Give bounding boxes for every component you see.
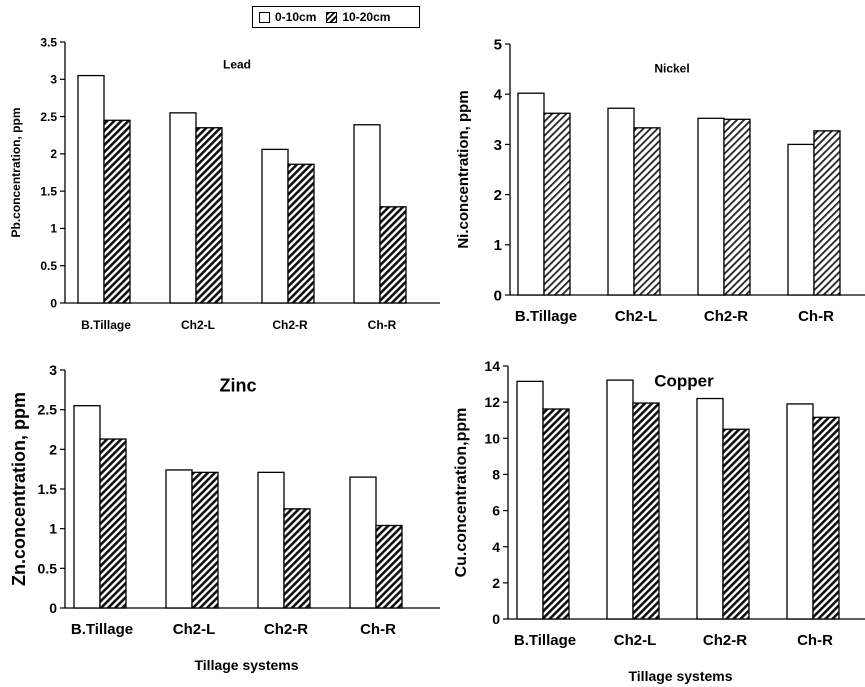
legend-label-10-20cm: 10-20cm xyxy=(342,10,391,24)
y-tick-label: 3 xyxy=(494,137,502,154)
bar-10-20cm-ch2-r xyxy=(722,428,750,620)
bar-10-20cm-ch2-l xyxy=(191,471,219,609)
y-tick-label: 2 xyxy=(492,575,500,591)
x-axis-title: Tillage systems xyxy=(628,668,732,684)
bar-10-20cm-b-tillage xyxy=(542,408,570,620)
y-tick-label: 3 xyxy=(50,73,57,87)
y-tick-label: 1 xyxy=(494,237,502,254)
y-tick-label: 0.5 xyxy=(40,259,57,273)
bar-0-10cm-ch2-r xyxy=(257,471,285,609)
y-tick-label: 3.5 xyxy=(40,35,57,49)
x-tick-label: Ch2-R xyxy=(703,632,747,649)
y-tick-label: 4 xyxy=(494,87,503,104)
x-axis-title: Tillage systems xyxy=(194,657,298,673)
bar-10-20cm-ch2-l xyxy=(633,127,661,296)
y-tick-label: 0.5 xyxy=(38,560,58,576)
y-tick-label: 0 xyxy=(50,296,57,310)
x-tick-label: B.Tillage xyxy=(515,308,577,325)
bar-0-10cm-b-tillage xyxy=(517,92,545,296)
bar-10-20cm-ch-r xyxy=(379,206,407,304)
y-tick-label: 6 xyxy=(492,503,500,519)
y-tick-label: 3 xyxy=(49,362,57,378)
bar-10-20cm-ch2-r xyxy=(723,118,751,296)
legend-item-10-20cm: 10-20cm xyxy=(326,10,390,24)
bar-0-10cm-ch-r xyxy=(787,143,815,296)
y-tick-label: 2 xyxy=(50,147,57,161)
bar-0-10cm-ch2-l xyxy=(606,379,634,620)
bar-10-20cm-b-tillage xyxy=(103,119,131,304)
x-tick-label: B.Tillage xyxy=(81,318,131,332)
x-tick-label: Ch-R xyxy=(798,308,834,325)
y-tick-label: 1 xyxy=(50,222,57,236)
bar-10-20cm-ch-r xyxy=(813,130,841,296)
x-tick-label: Ch2-L xyxy=(181,318,215,332)
y-tick-label: 0 xyxy=(492,611,500,627)
y-axis-title: Pb.concentration, ppm xyxy=(9,107,23,237)
y-tick-label: 2.5 xyxy=(38,402,58,418)
y-tick-label: 1.5 xyxy=(40,184,57,198)
x-tick-label: Ch2-L xyxy=(614,632,657,649)
y-tick-label: 4 xyxy=(492,539,500,555)
bar-10-20cm-ch-r xyxy=(375,524,403,609)
y-tick-label: 14 xyxy=(484,358,500,374)
y-tick-label: 0 xyxy=(494,287,502,304)
legend: 0-10cm 10-20cm xyxy=(252,6,420,28)
bar-0-10cm-ch-r xyxy=(353,124,381,304)
bar-10-20cm-b-tillage xyxy=(99,438,127,609)
bar-10-20cm-ch2-r xyxy=(287,163,315,304)
bar-10-20cm-b-tillage xyxy=(543,112,571,296)
chart-title: Zinc xyxy=(219,375,256,395)
x-tick-label: B.Tillage xyxy=(514,632,576,649)
y-tick-label: 1 xyxy=(49,521,57,537)
bar-0-10cm-ch-r xyxy=(349,476,377,609)
x-tick-label: Ch-R xyxy=(797,632,833,649)
bar-0-10cm-ch2-r xyxy=(261,148,289,304)
y-tick-label: 1.5 xyxy=(38,481,58,497)
y-tick-label: 12 xyxy=(484,394,500,410)
y-axis-title: Cu.concentration,ppm xyxy=(453,408,470,578)
bar-0-10cm-ch-r xyxy=(786,403,814,620)
x-tick-label: Ch2-R xyxy=(704,308,748,325)
y-axis-title: Ni.concentration, ppm xyxy=(455,90,472,248)
bar-0-10cm-ch2-l xyxy=(169,112,197,304)
y-axis-title: Zn.concentration, ppm xyxy=(9,392,29,586)
chart-title: Nickel xyxy=(654,62,689,76)
chart-panel-3: 0 0.5 1 1.5 2 2.5 3 B.Tillage Ch2-L Ch2-R Ch-R Zinc… xyxy=(9,362,440,673)
y-tick-label: 2 xyxy=(494,187,502,204)
x-tick-label: Ch2-L xyxy=(173,621,216,638)
bar-0-10cm-ch2-l xyxy=(165,469,193,609)
y-tick-label: 2.5 xyxy=(40,110,57,124)
y-tick-label: 2 xyxy=(49,441,57,457)
x-tick-label: Ch-R xyxy=(368,318,397,332)
chart-title: Copper xyxy=(654,372,714,391)
x-tick-label: Ch2-R xyxy=(264,621,308,638)
bar-10-20cm-ch2-r xyxy=(283,508,311,609)
chart-panel-2: 0 1 2 3 4 5 B.Tillage Ch2-L Ch2-R Ch-R Nickel Ni.co… xyxy=(455,36,865,325)
bar-10-20cm-ch2-l xyxy=(195,127,223,304)
bar-0-10cm-b-tillage xyxy=(516,380,544,620)
legend-item-0-10cm: 0-10cm xyxy=(259,10,316,24)
x-tick-label: Ch2-L xyxy=(615,308,658,325)
legend-swatch-open xyxy=(259,11,270,23)
legend-swatch-hatched xyxy=(326,11,338,23)
chart-title: Lead xyxy=(223,58,251,72)
y-tick-label: 10 xyxy=(484,430,500,446)
y-tick-label: 0 xyxy=(49,600,57,616)
x-tick-label: B.Tillage xyxy=(71,621,133,638)
legend-label-0-10cm: 0-10cm xyxy=(275,10,317,24)
chart-panel-4: 0 2 4 6 8 10 12 14 B.Tillage Ch2-L Ch2-R Ch-R Copper… xyxy=(453,358,865,684)
y-tick-label: 8 xyxy=(492,466,500,482)
y-tick-label: 5 xyxy=(494,36,502,53)
bar-10-20cm-ch-r xyxy=(812,416,840,620)
bar-0-10cm-ch2-l xyxy=(607,107,635,296)
bar-0-10cm-ch2-r xyxy=(696,397,724,620)
x-tick-label: Ch-R xyxy=(360,621,396,638)
bar-0-10cm-b-tillage xyxy=(73,405,101,609)
bar-10-20cm-ch2-l xyxy=(632,402,660,620)
bar-0-10cm-ch2-r xyxy=(697,117,725,296)
chart-panel-1: 0 0.5 1 1.5 2 2.5 3 3.5 B.Tillage Ch2-L Ch2-R Ch-R L… xyxy=(9,35,440,332)
x-tick-label: Ch2-R xyxy=(272,318,308,332)
bar-0-10cm-b-tillage xyxy=(77,74,105,304)
